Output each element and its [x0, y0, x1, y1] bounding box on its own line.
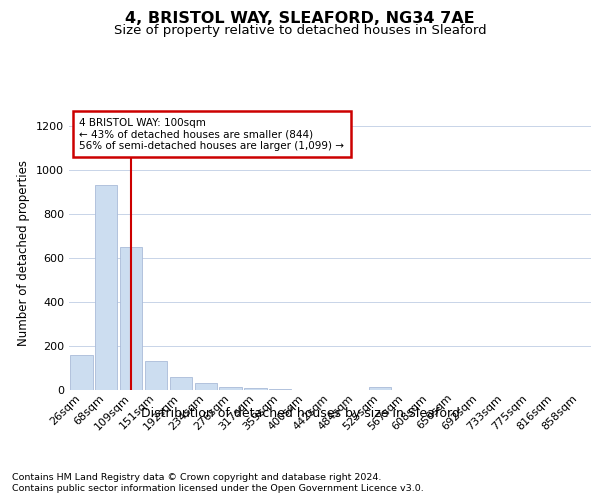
Text: 4 BRISTOL WAY: 100sqm
← 43% of detached houses are smaller (844)
56% of semi-det: 4 BRISTOL WAY: 100sqm ← 43% of detached … [79, 118, 344, 151]
Text: Size of property relative to detached houses in Sleaford: Size of property relative to detached ho… [113, 24, 487, 37]
Bar [70, 355, 92, 390]
Bar [220, 386, 242, 390]
Bar [269, 389, 292, 390]
Bar [368, 386, 391, 390]
Text: Distribution of detached houses by size in Sleaford: Distribution of detached houses by size … [140, 408, 460, 420]
Bar [95, 186, 118, 390]
Bar [145, 362, 167, 390]
Y-axis label: Number of detached properties: Number of detached properties [17, 160, 31, 346]
Text: Contains public sector information licensed under the Open Government Licence v3: Contains public sector information licen… [12, 484, 424, 493]
Bar [170, 377, 192, 390]
Bar [120, 247, 142, 390]
Bar [244, 388, 266, 390]
Text: Contains HM Land Registry data © Crown copyright and database right 2024.: Contains HM Land Registry data © Crown c… [12, 472, 382, 482]
Bar [194, 384, 217, 390]
Text: 4, BRISTOL WAY, SLEAFORD, NG34 7AE: 4, BRISTOL WAY, SLEAFORD, NG34 7AE [125, 11, 475, 26]
